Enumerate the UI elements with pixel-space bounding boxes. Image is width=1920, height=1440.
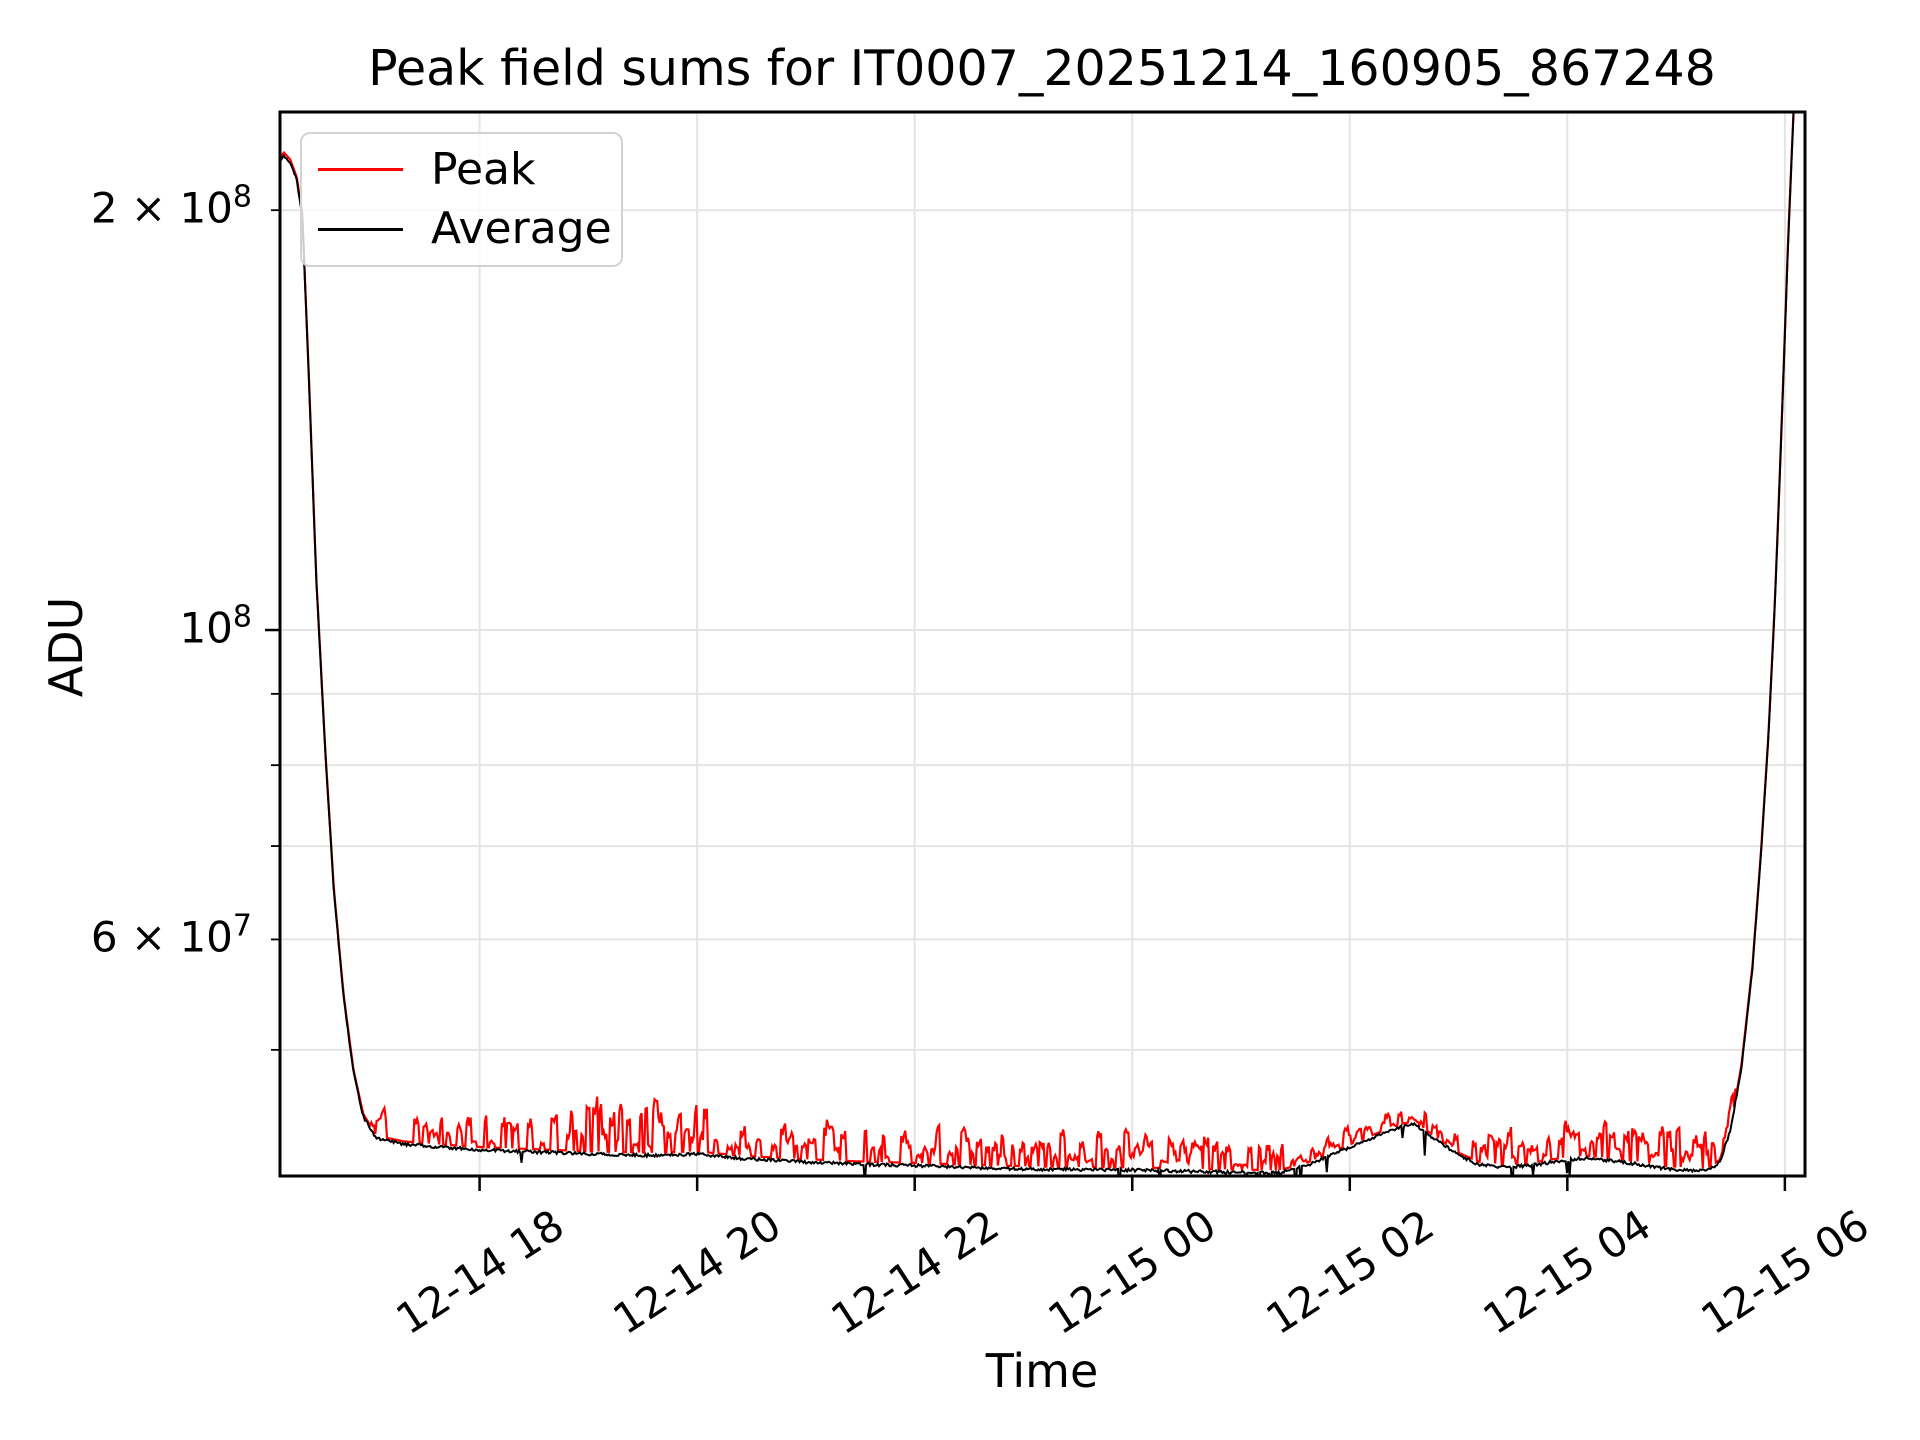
average-line-swatch — [318, 227, 403, 231]
legend-entry-average: Average — [302, 207, 621, 251]
legend-label-peak: Peak — [431, 143, 536, 195]
y-tick-label: 2 × 108 — [90, 179, 252, 233]
y-axis-label: ADU — [39, 596, 93, 698]
legend-label-average: Average — [431, 203, 612, 255]
y-tick-label: 6 × 107 — [90, 908, 252, 962]
peak-series-line — [280, 112, 1795, 1174]
axes-frame — [278, 110, 1807, 1178]
y-tick-label: 108 — [179, 599, 252, 653]
legend-entry-peak: Peak — [302, 143, 621, 195]
average-series-line — [280, 112, 1795, 1176]
legend: Peak Average — [300, 132, 623, 267]
peak-line-swatch — [318, 168, 403, 172]
chart-title: Peak field sums for IT0007_20251214_1609… — [368, 40, 1716, 97]
x-axis-label: Time — [985, 1344, 1099, 1398]
